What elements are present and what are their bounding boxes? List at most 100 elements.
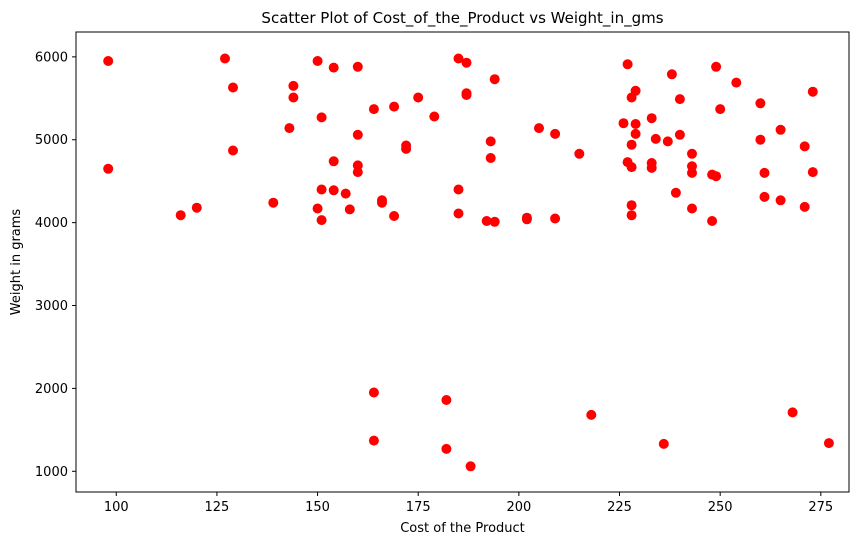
data-point: [674, 129, 685, 140]
data-point: [465, 461, 476, 472]
data-points: [103, 53, 834, 472]
data-point: [670, 187, 681, 198]
data-point: [344, 204, 355, 215]
x-axis-ticks: 100 125 150 175 200 225 250 275: [104, 492, 833, 515]
data-point: [191, 202, 202, 213]
data-point: [316, 215, 327, 226]
x-tick-label: 175: [406, 500, 431, 515]
data-point: [823, 438, 834, 449]
data-point: [630, 128, 641, 139]
data-point: [574, 148, 585, 159]
data-point: [799, 201, 810, 212]
data-point: [453, 184, 464, 195]
data-point: [312, 56, 323, 66]
y-tick-label: 5000: [35, 133, 68, 148]
data-point: [328, 156, 339, 167]
y-tick-label: 2000: [35, 382, 68, 397]
data-point: [799, 141, 810, 152]
data-point: [288, 80, 299, 91]
data-point: [755, 98, 766, 109]
data-point: [646, 113, 657, 124]
x-tick-label: 200: [506, 500, 531, 515]
data-point: [228, 82, 238, 93]
data-point: [775, 195, 786, 206]
data-point: [103, 163, 114, 174]
data-point: [368, 387, 379, 398]
data-point: [646, 162, 657, 173]
data-point: [352, 167, 363, 178]
data-point: [650, 133, 661, 144]
data-point: [352, 61, 363, 72]
data-point: [622, 59, 633, 70]
data-point: [775, 124, 786, 135]
data-point: [618, 118, 629, 129]
y-tick-label: 1000: [35, 465, 68, 480]
data-point: [389, 211, 400, 221]
data-point: [220, 53, 230, 64]
data-point: [368, 104, 379, 115]
data-point: [759, 167, 770, 178]
data-point: [316, 112, 327, 123]
data-point: [328, 62, 339, 73]
x-tick-label: 250: [708, 500, 733, 515]
data-point: [759, 191, 770, 202]
y-tick-label: 6000: [35, 50, 68, 65]
data-point: [389, 101, 400, 112]
data-point: [731, 77, 742, 88]
data-point: [711, 61, 722, 72]
data-point: [316, 184, 327, 195]
data-point: [755, 134, 766, 145]
data-point: [453, 208, 464, 219]
data-point: [715, 104, 726, 115]
data-point: [489, 74, 500, 85]
chart-title: Scatter Plot of Cost_of_the_Product vs W…: [261, 9, 663, 28]
y-tick-label: 4000: [35, 216, 68, 231]
data-point: [666, 69, 677, 80]
data-point: [312, 203, 323, 214]
data-point: [429, 111, 440, 122]
data-point: [103, 56, 114, 66]
data-point: [626, 200, 637, 211]
data-point: [630, 119, 641, 129]
data-point: [687, 167, 697, 178]
data-point: [481, 216, 492, 226]
data-point: [485, 153, 496, 163]
data-point: [586, 409, 597, 420]
data-point: [453, 53, 464, 64]
y-axis-ticks: 1000 2000 3000 4000 5000 6000: [35, 50, 76, 480]
data-point: [674, 94, 685, 105]
data-point: [368, 435, 379, 446]
data-point: [340, 188, 351, 199]
data-point: [377, 197, 387, 208]
data-point: [288, 92, 299, 103]
data-point: [328, 185, 339, 196]
data-point: [228, 145, 238, 156]
data-point: [626, 139, 637, 150]
data-point: [807, 167, 818, 178]
data-point: [284, 123, 295, 134]
data-point: [550, 128, 561, 139]
data-point: [521, 214, 532, 225]
data-point: [711, 171, 722, 182]
data-point: [401, 143, 412, 154]
data-point: [461, 90, 472, 100]
data-point: [807, 86, 818, 97]
data-point: [662, 136, 673, 147]
data-point: [485, 136, 496, 147]
data-point: [626, 162, 637, 173]
x-axis-label: Cost of the Product: [400, 521, 525, 536]
data-point: [413, 92, 424, 103]
x-tick-label: 125: [204, 500, 229, 515]
data-point: [268, 197, 279, 208]
data-point: [534, 123, 544, 134]
data-point: [626, 210, 637, 221]
data-point: [630, 85, 641, 96]
data-point: [175, 210, 186, 221]
y-tick-label: 3000: [35, 299, 68, 314]
x-tick-label: 150: [305, 500, 330, 515]
data-point: [441, 443, 452, 454]
data-point: [707, 216, 718, 226]
data-point: [352, 129, 363, 140]
